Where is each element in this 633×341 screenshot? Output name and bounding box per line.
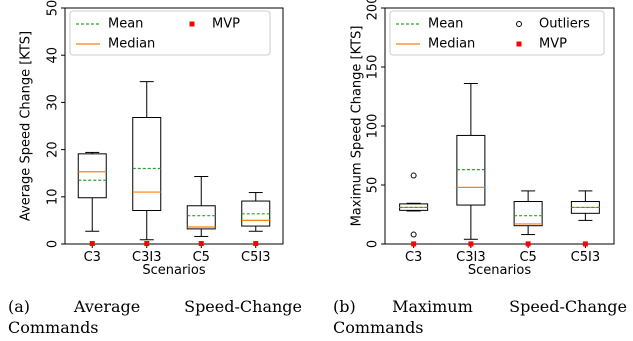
legend-label-mvp: MVP [212,17,240,32]
legend-label-mean: Mean [108,17,143,32]
legend-mvp-swatch [516,41,522,47]
y-axis-label: Average Speed Change [KTS] [19,31,34,221]
y-tick-label: 0 [366,240,381,248]
x-tick-label: C5I3 [571,250,600,265]
legend: Mean Median Outliers MVP [389,10,605,56]
mvp-marker [411,241,417,247]
legend-box [69,10,271,56]
y-tick-label: 40 [46,47,61,64]
y-axis-label: Maximum Speed Change [KTS] [350,26,365,227]
x-axis-label: Scenarios [468,263,532,278]
y-tick-label: 100 [366,114,381,139]
box-iqr [456,134,486,206]
caption-b: (b) Maximum Speed-Change Commands [333,297,627,337]
mvp-marker [525,241,531,247]
legend-outliers-swatch [516,21,522,27]
chart-panel-a: 0 10 20 30 40 50 Average Speed Change [KTS] C3 C… [19,0,284,278]
mvp-marker [89,241,95,247]
box-iqr [186,205,216,230]
mvp-marker [468,241,474,247]
x-tick-label: C5 [193,250,210,265]
caption-a: (a) Average Speed-Change Commands [8,297,302,337]
legend-label-median: Median [108,37,155,52]
y-tick-label: 0 [46,240,61,248]
legend-label-mvp: MVP [539,37,567,52]
y-tick-label: 150 [366,55,381,80]
box-c3 [399,172,429,247]
mvp-marker [144,241,150,247]
box-c5 [186,176,216,247]
x-tick-label: C3 [405,250,422,265]
y-tick-label: 30 [46,94,61,111]
box-c5i3 [241,192,271,247]
legend-label-mean: Mean [428,17,463,32]
legend-label-outliers: Outliers [539,17,590,32]
x-axis-label: Scenarios [142,263,206,278]
x-tick-label: C3 [84,250,101,265]
x-tick-label: C5 [519,250,536,265]
x-tick-label: C5I3 [241,250,270,265]
box-iqr [513,201,543,227]
outlier-point [410,172,417,179]
box-c5i3 [570,190,600,247]
legend-label-median: Median [428,37,475,52]
y-tick-label: 50 [46,0,61,16]
x-tick-label: C3I3 [456,250,485,265]
mvp-marker [253,241,259,247]
box-iqr [241,200,271,227]
box-c3 [77,151,107,247]
box-iqr [132,117,162,211]
outlier-point [410,231,417,238]
y-tick-label: 50 [366,177,381,194]
y-tick-label: 10 [46,189,61,206]
legend-mvp-swatch [189,21,195,27]
y-tick-label: 200 [366,0,381,20]
y-tick-label: 20 [46,141,61,158]
mvp-marker [582,241,588,247]
x-tick-label: C3I3 [132,250,161,265]
legend-box [389,10,605,56]
legend: Mean Median MVP [69,10,271,56]
box-c3i3 [456,83,486,247]
plot-frame [64,7,284,245]
box-c3i3 [132,81,162,247]
box-iqr [77,153,107,199]
box-c5 [513,190,543,247]
mvp-marker [198,241,204,247]
